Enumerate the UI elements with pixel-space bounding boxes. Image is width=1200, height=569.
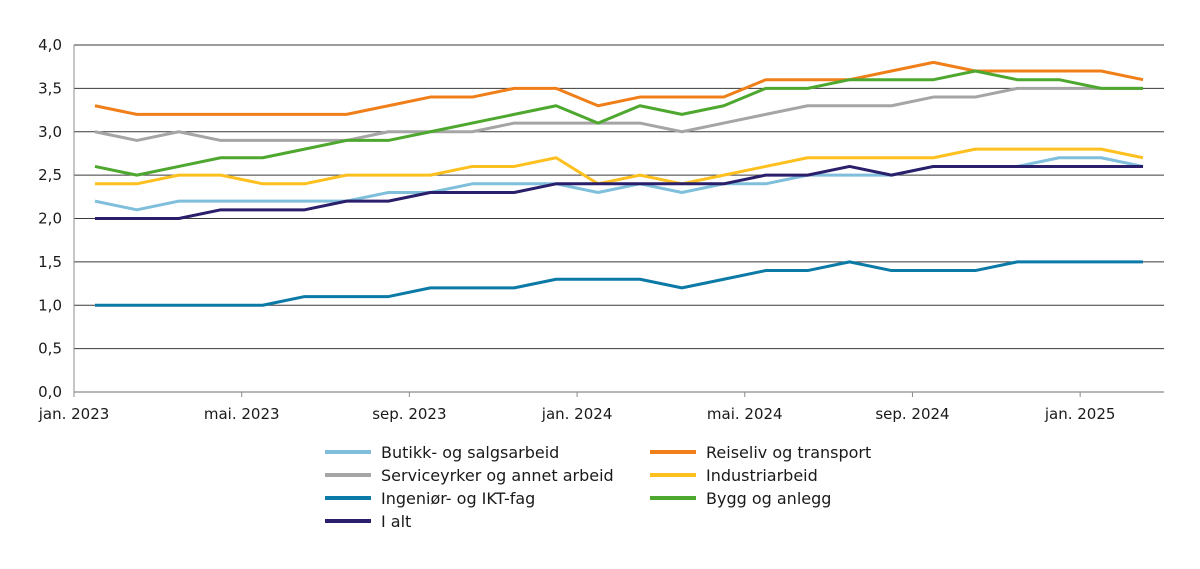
legend-label: Reiseliv og transport xyxy=(706,442,872,462)
series-line-reiseliv-og-transport xyxy=(94,60,1144,116)
legend-item: Reiseliv og transport xyxy=(650,441,871,463)
x-tick-label: jan. 2024 xyxy=(541,405,613,423)
x-tick-label: sep. 2023 xyxy=(372,405,446,423)
legend-label: Ingeniør- og IKT-fag xyxy=(381,488,536,508)
legend-swatch xyxy=(325,450,371,454)
legend-label: Butikk- og salgsarbeid xyxy=(381,442,560,462)
legend-item: I alt xyxy=(325,510,411,532)
legend-item: Serviceyrker og annet arbeid xyxy=(325,464,614,486)
y-tick-label: 2,0 xyxy=(38,210,62,228)
series-lines xyxy=(94,60,1144,307)
x-tick-label: mai. 2023 xyxy=(204,405,280,423)
legend-item: Industriarbeid xyxy=(650,464,818,486)
legend-swatch xyxy=(325,519,371,523)
legend-item: Butikk- og salgsarbeid xyxy=(325,441,559,463)
series-line-bygg-og-anlegg xyxy=(94,69,1144,177)
y-tick-label: 1,5 xyxy=(38,253,62,271)
legend-swatch xyxy=(650,450,696,454)
legend-label: Bygg og anlegg xyxy=(706,488,832,508)
legend-label: Serviceyrker og annet arbeid xyxy=(381,465,614,485)
y-axis: 0,0 0,5 1,0 1,5 2,0 2,5 3,0 3,5 4,0 xyxy=(38,36,75,401)
legend-item: Ingeniør- og IKT-fag xyxy=(325,487,535,509)
legend-label: Industriarbeid xyxy=(706,465,818,485)
series-line-i-alt xyxy=(94,164,1144,220)
x-tick-label: mai. 2024 xyxy=(707,405,783,423)
y-tick-label: 3,0 xyxy=(38,123,62,141)
x-axis: jan. 2023 mai. 2023 sep. 2023 jan. 2024 mai.… xyxy=(38,391,1164,423)
y-tick-label: 1,0 xyxy=(38,296,62,314)
y-tick-label: 0,5 xyxy=(38,340,62,358)
legend-swatch xyxy=(325,496,371,500)
legend-swatch xyxy=(650,496,696,500)
series-line-serviceyrker-og-annet-arbeid xyxy=(94,86,1144,142)
y-tick-label: 2,5 xyxy=(38,166,62,184)
legend-label: I alt xyxy=(381,511,412,531)
x-tick-label: jan. 2023 xyxy=(38,405,110,423)
legend-item: Bygg og anlegg xyxy=(650,487,831,509)
series-line-industriarbeid xyxy=(94,147,1144,186)
y-tick-label: 0,0 xyxy=(38,383,62,401)
legend-swatch xyxy=(325,473,371,477)
x-tick-label: jan. 2025 xyxy=(1044,405,1116,423)
series-line-ingeni-r-og-ikt-fag xyxy=(94,260,1144,307)
y-tick-label: 3,5 xyxy=(38,79,62,97)
y-tick-label: 4,0 xyxy=(38,36,62,54)
line-chart: 0,0 0,5 1,0 1,5 2,0 2,5 3,0 3,5 4,0 jan. 2023 mai… xyxy=(38,36,1164,423)
legend-swatch xyxy=(650,473,696,477)
x-tick-label: sep. 2024 xyxy=(875,405,949,423)
